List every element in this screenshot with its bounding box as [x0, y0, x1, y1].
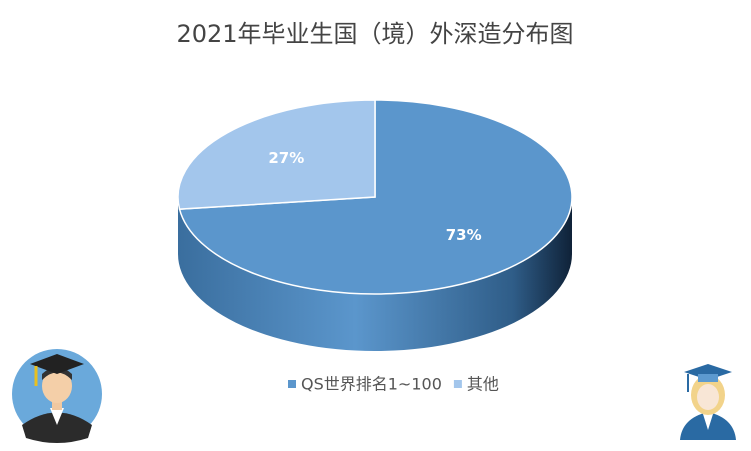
- chart-title: 2021年毕业生国（境）外深造分布图: [176, 20, 573, 48]
- legend-label: 其他: [467, 375, 499, 394]
- pie-slice: [177, 99, 376, 210]
- legend: QS世界排名1~100 其他: [288, 375, 499, 394]
- pie-side: [178, 197, 572, 351]
- legend-swatch: [453, 380, 462, 388]
- data-label: 73%: [446, 226, 482, 244]
- graduate-icon-left: [12, 349, 102, 443]
- legend-swatch: [288, 380, 296, 388]
- graduate-icon-right: [680, 364, 736, 440]
- pie-slice: [178, 99, 573, 295]
- data-label: 27%: [268, 149, 304, 167]
- pie: 73% 27%: [177, 99, 573, 351]
- legend-label: QS世界排名1~100: [301, 375, 442, 394]
